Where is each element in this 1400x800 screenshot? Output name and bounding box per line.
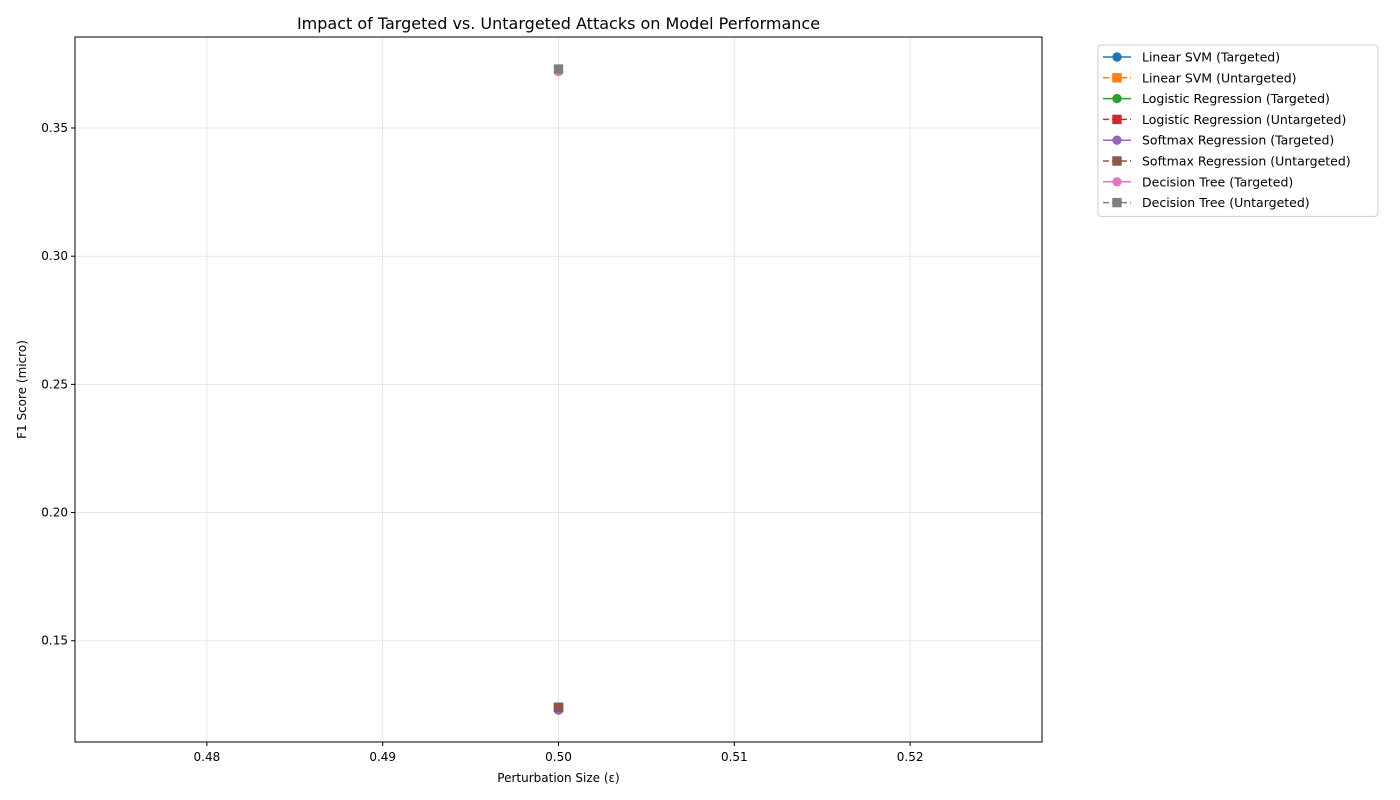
legend-label: Decision Tree (Untargeted) xyxy=(1142,195,1310,210)
legend-entry: Softmax Regression (Targeted) xyxy=(1103,133,1334,148)
legend: Linear SVM (Targeted) Linear SVM (Untarge… xyxy=(1097,44,1379,217)
legend-marker xyxy=(1112,52,1122,62)
legend-box xyxy=(1097,44,1379,217)
chart-title: Impact of Targeted vs. Untargeted Attack… xyxy=(297,14,820,33)
legend-marker xyxy=(1112,177,1122,187)
legend-entry: Decision Tree (Targeted) xyxy=(1103,174,1293,189)
y-tick-label: 0.30 xyxy=(41,249,68,263)
legend-label: Logistic Regression (Targeted) xyxy=(1142,91,1330,106)
data-point xyxy=(553,64,564,74)
plot-area-frame xyxy=(74,36,1043,743)
y-tick-label: 0.35 xyxy=(41,121,68,135)
x-tick-label: 0.50 xyxy=(545,750,572,764)
legend-entry: Decision Tree (Untargeted) xyxy=(1103,195,1310,210)
legend-entry: Linear SVM (Untargeted) xyxy=(1103,70,1297,85)
legend-label: Softmax Regression (Untargeted) xyxy=(1142,154,1351,169)
legend-entry: Linear SVM (Targeted) xyxy=(1103,50,1280,65)
data-point xyxy=(553,702,564,713)
legend-label: Softmax Regression (Targeted) xyxy=(1142,133,1334,148)
legend-entry: Logistic Regression (Untargeted) xyxy=(1103,112,1346,127)
x-tick-label: 0.51 xyxy=(721,750,748,764)
axis-ticks: 0.48 0.49 0.50 0.51 0.52 0.15 0.20 0.25 0.30 0.35 xyxy=(41,121,923,764)
legend-label: Logistic Regression (Untargeted) xyxy=(1142,112,1346,127)
x-tick-label: 0.48 xyxy=(194,750,221,764)
y-axis-label: F1 Score (micro) xyxy=(15,340,29,439)
legend-label: Decision Tree (Targeted) xyxy=(1142,174,1293,189)
legend-label: Linear SVM (Targeted) xyxy=(1142,50,1280,65)
legend-entry: Softmax Regression (Untargeted) xyxy=(1103,154,1351,169)
legend-marker xyxy=(1112,93,1122,104)
x-tick-label: 0.49 xyxy=(369,750,396,764)
legend-marker xyxy=(1112,114,1122,125)
x-tick-label: 0.52 xyxy=(897,750,924,764)
y-tick-label: 0.20 xyxy=(41,506,68,520)
legend-marker xyxy=(1112,135,1122,145)
y-tick-label: 0.25 xyxy=(41,377,68,391)
legend-marker xyxy=(1112,156,1122,166)
legend-marker xyxy=(1112,197,1122,208)
x-axis-label: Perturbation Size (ε) xyxy=(497,771,619,785)
series-7 xyxy=(553,64,564,74)
legend-label: Linear SVM (Untargeted) xyxy=(1142,70,1297,85)
legend-marker xyxy=(1112,73,1122,83)
series-5 xyxy=(553,702,564,713)
grid xyxy=(75,37,1042,742)
y-tick-label: 0.15 xyxy=(41,634,68,648)
legend-entry: Logistic Regression (Targeted) xyxy=(1103,91,1330,106)
series-layer xyxy=(553,64,564,715)
